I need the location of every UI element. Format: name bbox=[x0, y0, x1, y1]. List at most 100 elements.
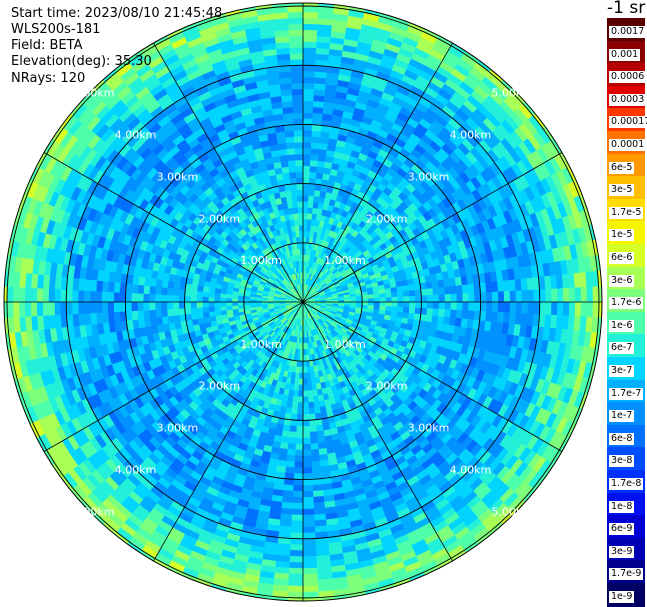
ppi-cell bbox=[467, 283, 475, 294]
ppi-cell bbox=[521, 301, 529, 315]
ppi-cell bbox=[456, 293, 464, 303]
ppi-cell bbox=[84, 278, 92, 292]
ppi-cell bbox=[480, 292, 487, 303]
ppi-cell bbox=[444, 301, 452, 310]
ppi-cell bbox=[302, 390, 309, 397]
ppi-cell bbox=[292, 201, 299, 209]
ppi-cell bbox=[491, 281, 499, 293]
ppi-cell bbox=[231, 301, 239, 306]
ppi-cell bbox=[101, 291, 109, 303]
ppi-cell bbox=[508, 312, 517, 325]
ppi-cell bbox=[196, 307, 204, 314]
ppi-cell bbox=[136, 293, 144, 303]
ppi-cell bbox=[308, 407, 316, 415]
ppi-cell bbox=[305, 360, 311, 368]
ppi-cell bbox=[196, 312, 204, 319]
ppi-cell bbox=[295, 171, 304, 179]
ppi-cell bbox=[65, 301, 73, 315]
ppi-cell bbox=[302, 189, 310, 196]
ppi-cell bbox=[313, 513, 327, 521]
ppi-cell bbox=[290, 70, 304, 78]
ppi-cell bbox=[485, 281, 493, 293]
ppi-cell bbox=[289, 419, 298, 427]
ppi-cell bbox=[284, 466, 295, 474]
ppi-cell bbox=[95, 280, 104, 292]
ppi-cell bbox=[249, 301, 256, 306]
ppi-cell bbox=[527, 301, 535, 315]
ppi-cell bbox=[414, 307, 422, 315]
ppi-cell bbox=[302, 496, 314, 504]
ppi-cell bbox=[113, 311, 121, 323]
ppi-cell bbox=[282, 172, 291, 180]
ppi-cell bbox=[299, 360, 304, 368]
ppi-cell bbox=[302, 354, 307, 362]
ppi-cell bbox=[291, 195, 298, 203]
ppi-cell bbox=[449, 285, 457, 295]
ppi-cell bbox=[474, 292, 481, 303]
ppi-cell bbox=[432, 287, 440, 296]
ppi-cell bbox=[298, 224, 304, 232]
ppi-cell bbox=[310, 148, 320, 156]
ppi-cell bbox=[379, 297, 387, 303]
ppi-cell bbox=[302, 455, 312, 463]
ppi-cell bbox=[295, 153, 304, 161]
ppi-cell bbox=[396, 291, 404, 298]
ppi-cell bbox=[298, 218, 304, 226]
ppi-cell bbox=[502, 312, 511, 324]
ppi-cell bbox=[202, 301, 209, 308]
ppi-cell bbox=[280, 88, 293, 97]
ppi-cell bbox=[402, 307, 410, 314]
ppi-cell bbox=[298, 372, 304, 380]
ppi-cell bbox=[219, 297, 227, 303]
ppi-cell bbox=[462, 301, 470, 311]
ppi-cell bbox=[289, 171, 297, 179]
ppi-cell bbox=[107, 311, 115, 323]
ppi-cell bbox=[302, 479, 313, 486]
ppi-cell bbox=[289, 425, 297, 433]
ppi-cell bbox=[282, 424, 291, 432]
ppi-cell bbox=[373, 293, 381, 299]
ppi-cell bbox=[290, 520, 304, 528]
ppi-cell bbox=[285, 136, 295, 144]
ppi-cell bbox=[295, 236, 301, 244]
ppi-cell bbox=[311, 460, 321, 468]
ppi-cell bbox=[514, 312, 522, 326]
ppi-cell bbox=[308, 401, 315, 409]
ppi-cell bbox=[426, 288, 434, 296]
ppi-cell bbox=[285, 460, 295, 468]
ppi-cell bbox=[302, 526, 316, 534]
ppi-cell bbox=[539, 301, 546, 315]
ppi-cell bbox=[297, 402, 304, 409]
ppi-cell bbox=[367, 298, 375, 303]
ppi-cell bbox=[178, 301, 186, 309]
ppi-cell bbox=[390, 286, 398, 293]
ppi-cell bbox=[284, 130, 295, 138]
ppi-cell bbox=[291, 401, 298, 409]
ppi-cell bbox=[202, 311, 210, 318]
ppi-cell bbox=[293, 467, 304, 474]
ppi-cell bbox=[208, 311, 216, 318]
ppi-cell bbox=[444, 309, 452, 318]
ppi-cell bbox=[77, 301, 85, 315]
ppi-cell bbox=[355, 301, 363, 306]
ppi-cell bbox=[296, 419, 304, 427]
ppi-cell bbox=[208, 301, 215, 308]
ppi-cell bbox=[310, 142, 320, 150]
ppi-cell bbox=[290, 64, 304, 72]
ppi-cell bbox=[294, 147, 304, 155]
ppi-cell bbox=[302, 449, 312, 457]
ppi-cell bbox=[291, 82, 304, 90]
ppi-cell bbox=[113, 291, 120, 303]
ppi-cell bbox=[294, 224, 300, 232]
ppi-cell bbox=[196, 301, 203, 308]
ppi-cell bbox=[293, 479, 304, 486]
ppi-cell bbox=[125, 301, 132, 312]
ppi-cell bbox=[462, 293, 470, 303]
ppi-cell bbox=[302, 88, 315, 96]
ppi-cell bbox=[311, 383, 318, 391]
ppi-cell bbox=[137, 284, 145, 294]
ppi-cell bbox=[313, 83, 327, 91]
ppi-cell bbox=[287, 207, 294, 215]
ppi-cell bbox=[84, 312, 92, 326]
